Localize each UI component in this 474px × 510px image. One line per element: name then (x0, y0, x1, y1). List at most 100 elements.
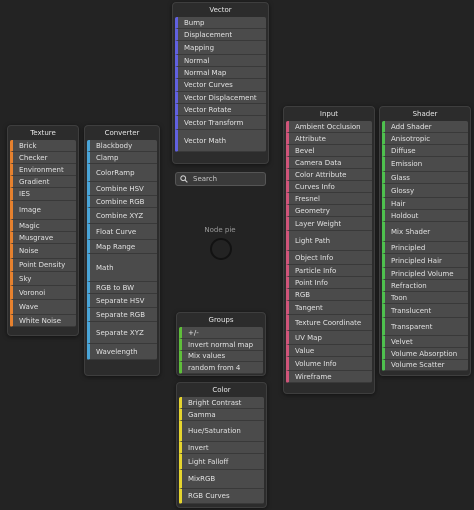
search-input[interactable]: Search (175, 172, 266, 186)
panel-title: Converter (104, 129, 140, 137)
menu-item-bevel[interactable]: Bevel (286, 145, 372, 157)
menu-item-point-density[interactable]: Point Density (10, 259, 76, 272)
menu-item-velvet[interactable]: Velvet (382, 336, 468, 348)
menu-item-image[interactable]: Image (10, 201, 76, 220)
menu-item-combine-hsv[interactable]: Combine HSV (87, 182, 157, 196)
menu-item-random-from-4[interactable]: random from 4 (179, 362, 263, 374)
menu-item-light-falloff[interactable]: Light Falloff (179, 454, 264, 470)
menu-item-layer-weight[interactable]: Layer Weight (286, 217, 372, 231)
menu-item-white-noise[interactable]: White Noise (10, 315, 76, 327)
menu-item-object-info[interactable]: Object Info (286, 251, 372, 265)
vector-panel: Vector Bump Displacement Mapping Normal Norm… (172, 2, 269, 164)
pie-center-circle (210, 238, 232, 260)
menu-item-brick[interactable]: Brick (10, 140, 76, 152)
menu-item-volume-info[interactable]: Volume Info (286, 357, 372, 371)
menu-item-glossy[interactable]: Glossy (382, 184, 468, 198)
menu-item-ambient-occlusion[interactable]: Ambient Occlusion (286, 121, 372, 133)
menu-item-vector-displacement[interactable]: Vector Displacement (175, 92, 266, 104)
menu-item-normal-map[interactable]: Normal Map (175, 67, 266, 79)
menu-item-geometry[interactable]: Geometry (286, 205, 372, 217)
menu-item-vector-transform[interactable]: Vector Transform (175, 116, 266, 130)
menu-item-point-info[interactable]: Point Info (286, 277, 372, 289)
menu-item-volume-absorption[interactable]: Volume Absorption (382, 348, 468, 360)
menu-item-uv-map[interactable]: UV Map (286, 331, 372, 345)
color-panel: Color Bright Contrast Gamma Hue/Saturation… (176, 382, 267, 508)
menu-item-hue-saturation[interactable]: Hue/Saturation (179, 421, 264, 442)
menu-item-refraction[interactable]: Refraction (382, 280, 468, 292)
menu-item-hair[interactable]: Hair (382, 198, 468, 210)
menu-item-bump[interactable]: Bump (175, 17, 266, 29)
menu-item-particle-info[interactable]: Particle Info (286, 265, 372, 277)
menu-item-add-shader[interactable]: Add Shader (382, 121, 468, 133)
menu-item-voronoi[interactable]: Voronoi (10, 286, 76, 300)
menu-item-transparent[interactable]: Transparent (382, 318, 468, 336)
menu-item-emission[interactable]: Emission (382, 157, 468, 172)
menu-item-magic[interactable]: Magic (10, 220, 76, 232)
menu-item-wavelength[interactable]: Wavelength (87, 344, 157, 360)
panel-title: Vector (209, 6, 232, 14)
menu-item-mapping[interactable]: Mapping (175, 41, 266, 55)
menu-item-checker[interactable]: Checker (10, 152, 76, 164)
menu-item-vector-curves[interactable]: Vector Curves (175, 79, 266, 92)
menu-item-float-curve[interactable]: Float Curve (87, 224, 157, 240)
menu-item-environment[interactable]: Environment (10, 164, 76, 176)
menu-item-diffuse[interactable]: Diffuse (382, 145, 468, 157)
pie-menu-label: Node pie (204, 226, 236, 234)
menu-item-separate-rgb[interactable]: Separate RGB (87, 308, 157, 322)
menu-item-translucent[interactable]: Translucent (382, 304, 468, 318)
menu-item-rgb-to-bw[interactable]: RGB to BW (87, 282, 157, 294)
menu-item-volume-scatter[interactable]: Volume Scatter (382, 360, 468, 371)
panel-items: Bright Contrast Gamma Hue/Saturation Invert… (179, 397, 264, 505)
menu-item-curves-info[interactable]: Curves Info (286, 181, 372, 193)
menu-item-attribute[interactable]: Attribute (286, 133, 372, 145)
menu-item-wireframe[interactable]: Wireframe (286, 371, 372, 383)
menu-item-math[interactable]: Math (87, 254, 157, 282)
menu-item-sky[interactable]: Sky (10, 272, 76, 286)
menu-item-color-attribute[interactable]: Color Attribute (286, 169, 372, 181)
menu-item-value[interactable]: Value (286, 345, 372, 357)
menu-item-combine-rgb[interactable]: Combine RGB (87, 196, 157, 208)
menu-item-tangent[interactable]: Tangent (286, 301, 372, 315)
menu-item-principled[interactable]: Principled (382, 242, 468, 254)
menu-item-mix-values[interactable]: Mix values (179, 351, 263, 362)
menu-item-toon[interactable]: Toon (382, 292, 468, 304)
menu-item-invert-normal-map[interactable]: Invert normal map (179, 339, 263, 351)
panel-items: Ambient Occlusion Attribute Bevel Camera Da… (286, 121, 372, 391)
menu-item-combine-xyz[interactable]: Combine XYZ (87, 208, 157, 224)
menu-item-wave[interactable]: Wave (10, 300, 76, 315)
menu-item-bright-contrast[interactable]: Bright Contrast (179, 397, 264, 409)
menu-item-rgb-curves[interactable]: RGB Curves (179, 489, 264, 504)
menu-item-anisotropic[interactable]: Anisotropic (382, 133, 468, 145)
menu-item-blackbody[interactable]: Blackbody (87, 140, 157, 152)
menu-item-vector-math[interactable]: Vector Math (175, 130, 266, 152)
menu-item-normal[interactable]: Normal (175, 55, 266, 67)
menu-item-plus-minus[interactable]: +/- (179, 327, 263, 339)
menu-item-texture-coordinate[interactable]: Texture Coordinate (286, 315, 372, 331)
menu-item-camera-data[interactable]: Camera Data (286, 157, 372, 169)
menu-item-principled-hair[interactable]: Principled Hair (382, 254, 468, 268)
menu-item-separate-hsv[interactable]: Separate HSV (87, 294, 157, 308)
menu-item-fresnel[interactable]: Fresnel (286, 193, 372, 205)
menu-item-separate-xyz[interactable]: Separate XYZ (87, 322, 157, 344)
menu-item-colorramp[interactable]: ColorRamp (87, 164, 157, 182)
menu-item-map-range[interactable]: Map Range (87, 240, 157, 254)
menu-item-musgrave[interactable]: Musgrave (10, 232, 76, 244)
panel-items: Add Shader Anisotropic Diffuse Emission Glas… (382, 121, 468, 373)
menu-item-gamma[interactable]: Gamma (179, 409, 264, 421)
menu-item-mixrgb[interactable]: MixRGB (179, 470, 264, 489)
menu-item-glass[interactable]: Glass (382, 172, 468, 184)
menu-item-displacement[interactable]: Displacement (175, 29, 266, 41)
menu-item-ies[interactable]: IES (10, 188, 76, 201)
menu-item-gradient[interactable]: Gradient (10, 176, 76, 188)
menu-item-principled-volume[interactable]: Principled Volume (382, 268, 468, 280)
menu-item-rgb[interactable]: RGB (286, 289, 372, 301)
menu-item-mix-shader[interactable]: Mix Shader (382, 222, 468, 242)
menu-item-light-path[interactable]: Light Path (286, 231, 372, 251)
menu-item-clamp[interactable]: Clamp (87, 152, 157, 164)
converter-panel: Converter Blackbody Clamp ColorRamp Combine… (84, 125, 160, 376)
menu-item-holdout[interactable]: Holdout (382, 210, 468, 222)
menu-item-noise[interactable]: Noise (10, 244, 76, 259)
menu-item-vector-rotate[interactable]: Vector Rotate (175, 104, 266, 116)
input-panel: Input Ambient Occlusion Attribute Bevel Cam… (283, 106, 375, 394)
menu-item-invert[interactable]: Invert (179, 442, 264, 454)
